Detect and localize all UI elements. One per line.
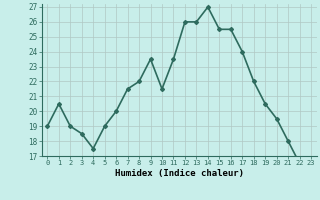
X-axis label: Humidex (Indice chaleur): Humidex (Indice chaleur) [115, 169, 244, 178]
